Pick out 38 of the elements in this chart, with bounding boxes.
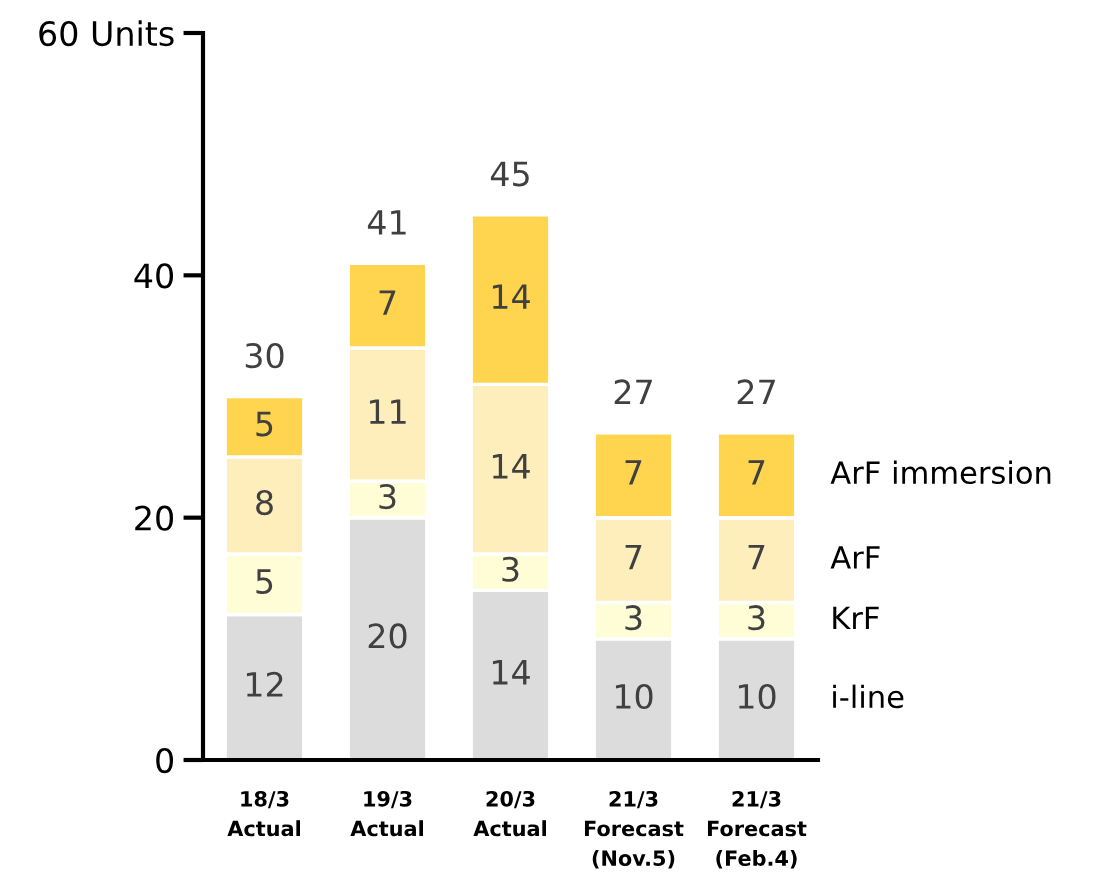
series-label: ArF immersion bbox=[830, 460, 1051, 485]
series-label: ArF bbox=[830, 546, 880, 569]
data-label: 3 bbox=[625, 605, 642, 631]
data-label: 12 bbox=[246, 671, 283, 697]
x-tick-label: 21/3 Forecast (Nov.5) bbox=[584, 790, 684, 869]
data-label: 10 bbox=[738, 683, 776, 710]
data-label: 20 bbox=[368, 623, 407, 649]
data-label: 14 bbox=[492, 660, 530, 685]
total-label: 27 bbox=[737, 379, 775, 405]
data-label: 3 bbox=[502, 556, 519, 582]
y-tick-label: 40 bbox=[134, 263, 174, 289]
total-label: 30 bbox=[245, 343, 284, 369]
y-tick-label: 0 bbox=[156, 747, 174, 774]
data-label: 3 bbox=[379, 483, 396, 510]
data-label: 7 bbox=[625, 460, 642, 485]
y-tick-label: 20 bbox=[135, 505, 174, 531]
data-label: 7 bbox=[625, 544, 642, 570]
data-label: 11 bbox=[369, 399, 406, 424]
data-label: 14 bbox=[492, 284, 530, 309]
data-label: 7 bbox=[748, 460, 765, 485]
data-label: 7 bbox=[379, 290, 396, 315]
data-label: 5 bbox=[256, 569, 273, 594]
data-label: 3 bbox=[748, 605, 765, 631]
series-label: i-line bbox=[833, 684, 904, 709]
total-label: 41 bbox=[367, 210, 406, 235]
data-label: 5 bbox=[256, 411, 273, 437]
data-label: 8 bbox=[256, 490, 273, 516]
total-label: 27 bbox=[614, 379, 652, 405]
x-tick-label: 18/3 Actual bbox=[227, 790, 300, 837]
series-label: KrF bbox=[833, 606, 879, 630]
y-tick-label: 60 Units bbox=[39, 20, 174, 47]
total-label: 45 bbox=[490, 161, 529, 187]
data-label: 14 bbox=[492, 454, 530, 479]
x-tick-label: 19/3 Actual bbox=[350, 790, 423, 837]
x-tick-label: 20/3 Actual bbox=[473, 790, 546, 837]
data-label: 7 bbox=[748, 544, 765, 570]
data-label: 10 bbox=[615, 683, 653, 710]
x-tick-label: 21/3 Forecast (Feb.4) bbox=[707, 790, 807, 869]
